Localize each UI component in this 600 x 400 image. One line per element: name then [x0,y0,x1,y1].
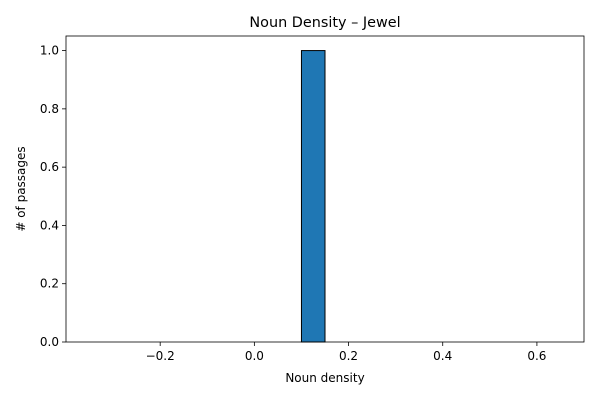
x-tick-label: 0.4 [433,349,452,363]
y-axis-label: # of passages [14,146,28,231]
y-tick-label: 0.6 [40,160,59,174]
y-axis-ticks: 0.0 0.2 0.4 0.6 0.8 1.0 [40,44,66,349]
plot-area-frame [65,35,585,343]
x-axis-ticks: −0.2 0.0 0.2 0.4 0.6 [146,342,546,363]
x-tick-label: 0.6 [527,349,546,363]
x-tick-label: 0.2 [339,349,358,363]
x-axis-label: Noun density [285,371,364,385]
y-tick-label: 0.0 [40,335,59,349]
histogram-bar [300,50,326,343]
histogram-bars [300,50,326,343]
x-tick-label: −0.2 [146,349,175,363]
y-tick-label: 1.0 [40,44,59,58]
y-tick-label: 0.2 [40,277,59,291]
y-tick-label: 0.8 [40,102,59,116]
chart-title: Noun Density – Jewel [249,15,400,31]
x-tick-label: 0.0 [245,349,264,363]
y-tick-label: 0.4 [40,218,59,232]
